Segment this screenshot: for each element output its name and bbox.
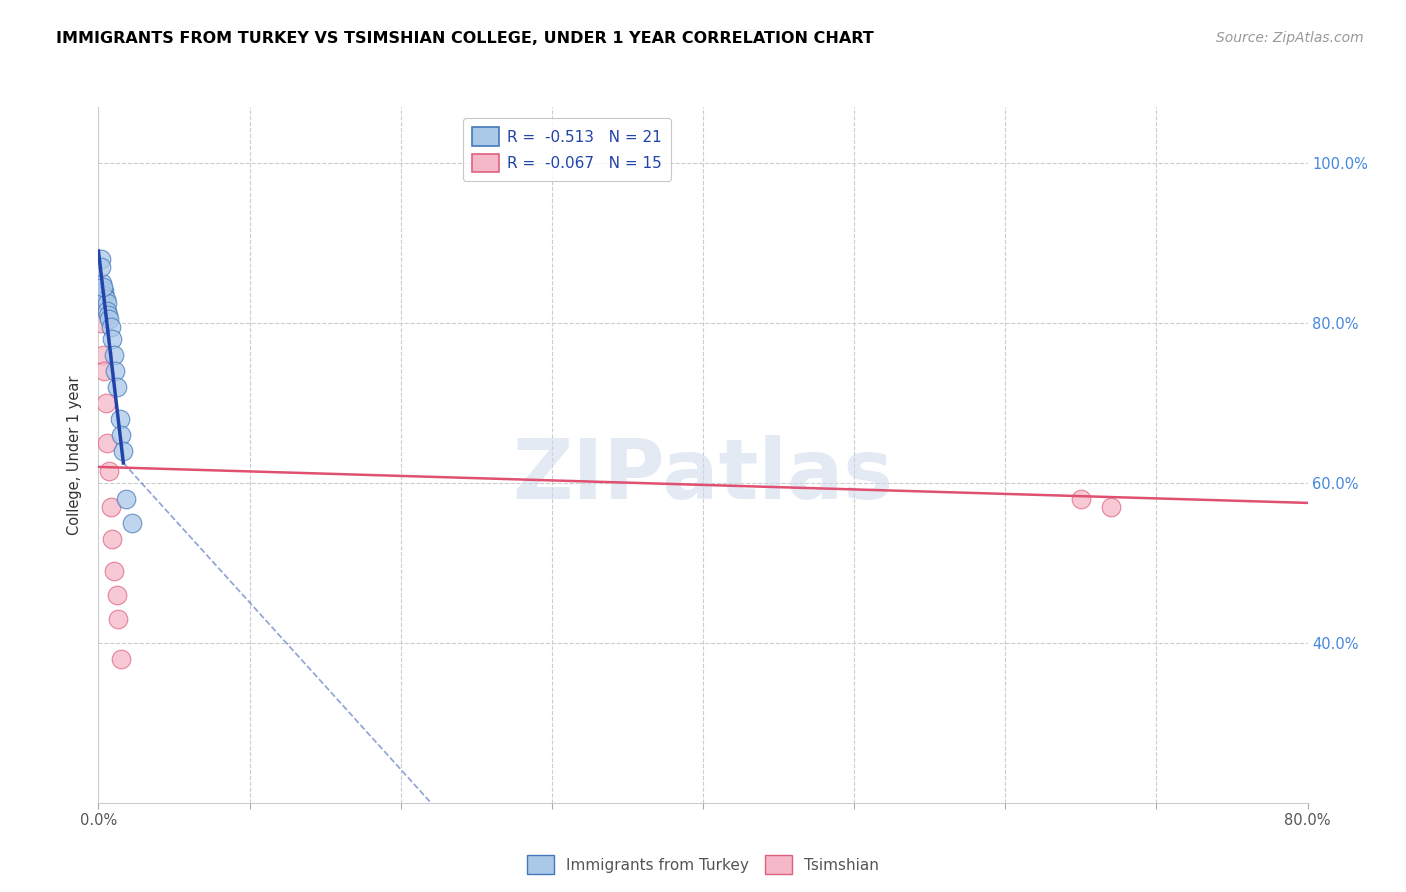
Point [103, 348, 125, 362]
Point [94, 292, 117, 306]
Legend: R =  -0.513   N = 21, R =  -0.067   N = 15: R = -0.513 N = 21, R = -0.067 N = 15 [463, 118, 671, 181]
Point [97, 308, 120, 322]
Point [1099, 500, 1122, 514]
Point [110, 428, 132, 442]
Point [1070, 491, 1092, 506]
Y-axis label: College, Under 1 year: College, Under 1 year [67, 376, 83, 534]
Point [90, 252, 112, 266]
Point [111, 444, 134, 458]
Point [96, 296, 118, 310]
Point [91, 348, 114, 362]
Point [105, 380, 128, 394]
Point [103, 564, 125, 578]
Point [121, 516, 143, 530]
Text: IMMIGRANTS FROM TURKEY VS TSIMSHIAN COLLEGE, UNDER 1 YEAR CORRELATION CHART: IMMIGRANTS FROM TURKEY VS TSIMSHIAN COLL… [56, 31, 875, 46]
Point [90, 316, 112, 330]
Point [94, 396, 117, 410]
Point [96, 304, 118, 318]
Text: Source: ZipAtlas.com: Source: ZipAtlas.com [1216, 31, 1364, 45]
Text: ZIPatlas: ZIPatlas [513, 435, 893, 516]
Point [96, 436, 118, 450]
Point [107, 612, 129, 626]
Point [98, 464, 121, 478]
Point [89, 292, 111, 306]
Point [114, 491, 136, 506]
Point [101, 332, 124, 346]
Point [98, 312, 121, 326]
Point [100, 500, 122, 514]
Point [104, 364, 127, 378]
Point [91, 276, 114, 290]
Point [101, 532, 124, 546]
Point [91, 280, 114, 294]
Point [90, 260, 112, 274]
Point [105, 588, 128, 602]
Point [100, 320, 122, 334]
Point [93, 364, 115, 378]
Legend: Immigrants from Turkey, Tsimshian: Immigrants from Turkey, Tsimshian [520, 849, 886, 880]
Point [93, 284, 115, 298]
Point [110, 652, 132, 666]
Point [93, 288, 115, 302]
Point [108, 412, 131, 426]
